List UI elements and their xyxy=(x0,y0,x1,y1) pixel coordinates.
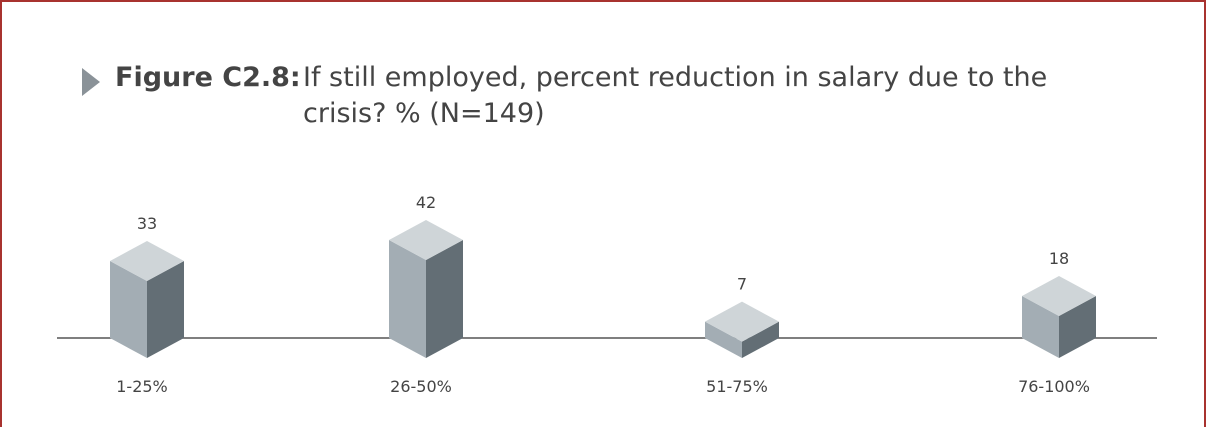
bar-3 xyxy=(705,301,779,358)
x-tick-label: 76-100% xyxy=(1018,377,1090,396)
figure-label: Figure C2.8: xyxy=(115,62,301,93)
data-label: 7 xyxy=(737,275,747,294)
bar-side-face xyxy=(147,261,184,358)
bar-top-face xyxy=(110,241,184,281)
bar-2 xyxy=(389,220,463,358)
triangle-marker-icon xyxy=(82,68,100,96)
bar-side-face xyxy=(426,240,463,358)
bar-top-face xyxy=(705,301,779,342)
bar-side-face xyxy=(742,321,779,358)
data-label: 18 xyxy=(1049,249,1069,268)
bar-front-face xyxy=(1022,296,1059,358)
data-label: 42 xyxy=(416,193,436,212)
x-tick-label: 51-75% xyxy=(706,377,768,396)
bar-top-face xyxy=(1022,276,1096,316)
bar-4 xyxy=(1022,276,1096,358)
x-tick-label: 1-25% xyxy=(116,377,168,396)
bar-side-face xyxy=(1059,296,1096,358)
bar-front-face xyxy=(389,240,426,358)
bar-1 xyxy=(110,241,184,358)
bar-front-face xyxy=(110,261,147,358)
figure-title: If still employed, percent reduction in … xyxy=(303,62,1048,129)
bar-front-face xyxy=(705,321,742,358)
data-label: 33 xyxy=(137,214,157,233)
x-tick-label: 26-50% xyxy=(390,377,452,396)
bar-top-face xyxy=(389,220,463,260)
